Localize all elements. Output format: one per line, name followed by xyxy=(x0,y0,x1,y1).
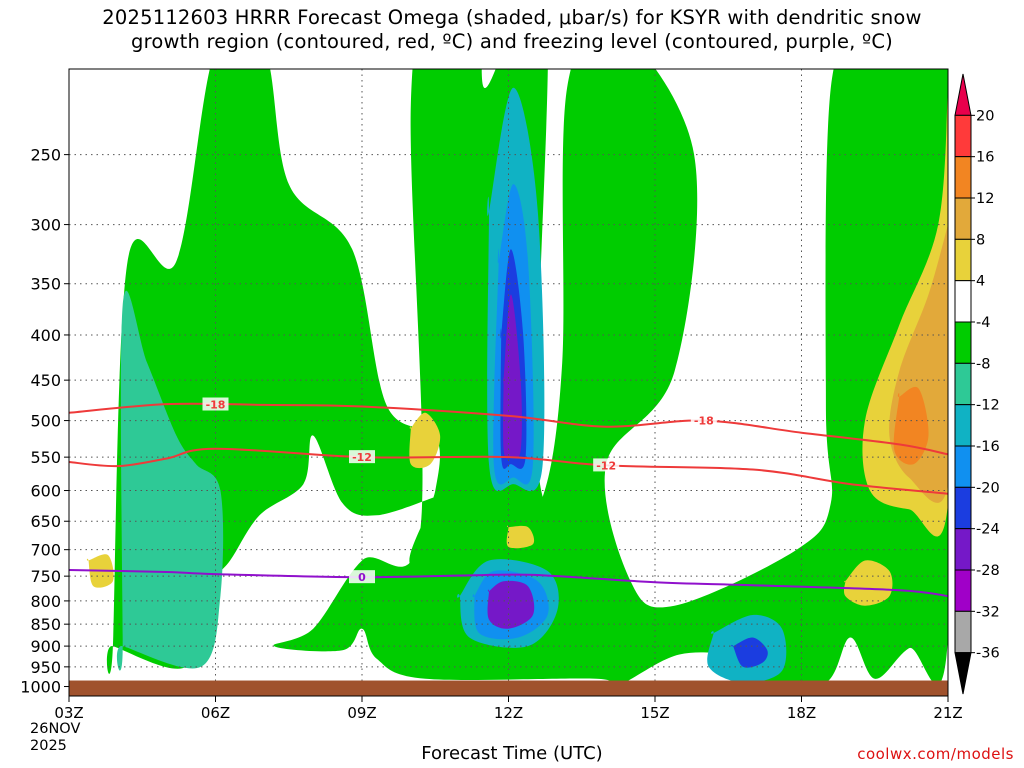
contour-label-bg-0-1 xyxy=(690,413,717,427)
xtick-label-21Z: 21Z xyxy=(933,704,962,722)
colorbar-label-8: -16 xyxy=(976,439,1000,455)
colorbar-swatch-8 xyxy=(954,404,972,447)
omega-region-14 xyxy=(843,560,893,606)
xtick-label-12Z: 12Z xyxy=(494,704,523,722)
xtick-label-15Z: 15Z xyxy=(640,704,669,722)
colorbar-swatch-10 xyxy=(954,486,972,530)
colorbar-label-7: -12 xyxy=(976,398,1000,414)
contour-label-1-0: -12 xyxy=(352,451,372,464)
date-label: 26NOV 2025 xyxy=(30,721,80,755)
contour-label-2-0: 0 xyxy=(358,571,366,584)
xtick-label-18Z: 18Z xyxy=(787,704,816,722)
contour-label-1-1: -12 xyxy=(596,459,616,472)
colorbar-swatch-5 xyxy=(954,280,972,323)
x-axis-title: Forecast Time (UTC) xyxy=(421,743,603,764)
ytick-label-650: 650 xyxy=(30,512,61,531)
xtick-label-06Z: 06Z xyxy=(201,704,230,722)
contour-label-bg-1-0 xyxy=(349,450,375,464)
omega-region-16 xyxy=(506,525,535,549)
colorbar-swatch-1 xyxy=(954,114,972,158)
omega-region-10 xyxy=(731,637,768,668)
colorbar-label-12: -32 xyxy=(976,604,1000,620)
colorbar-swatch-12 xyxy=(954,569,972,612)
xtick-label-09Z: 09Z xyxy=(347,704,376,722)
colorbar-swatch-2 xyxy=(954,156,972,199)
contour-1 xyxy=(69,447,948,495)
date-day: 26NOV xyxy=(30,721,81,737)
colorbar-label-13: -36 xyxy=(976,646,1000,662)
ground-fill xyxy=(69,680,948,696)
title-line-2: growth region (contoured, red, ºC) and f… xyxy=(131,30,893,53)
omega-region-15 xyxy=(409,412,441,469)
contour-label-0-0: -18 xyxy=(206,399,226,412)
ytick-label-850: 850 xyxy=(30,615,61,634)
colorbar-swatch-4 xyxy=(954,238,972,282)
ground-layer xyxy=(69,680,948,696)
omega-region-8 xyxy=(487,580,535,629)
colorbar: 20 16 12 8 4 -4 -8 -12 -16 -20 -24 -28 -32 -36 xyxy=(954,73,1000,695)
omega-shading xyxy=(86,69,948,689)
contour-label-bg-1-1 xyxy=(593,458,620,472)
ytick-label-250: 250 xyxy=(30,146,61,165)
contour-label-0-1: -18 xyxy=(694,415,714,428)
colorbar-label-1: 16 xyxy=(976,150,994,166)
ytick-label-500: 500 xyxy=(30,412,61,431)
ytick-label-750: 750 xyxy=(30,567,61,586)
contour-2 xyxy=(69,569,948,598)
colorbar-swatch-11 xyxy=(954,528,972,571)
colorbar-swatch-3 xyxy=(954,197,972,240)
colorbar-label-5: -4 xyxy=(976,315,990,331)
colorbar-label-4: 4 xyxy=(976,274,985,290)
xtick-label-03Z: 03Z xyxy=(54,704,83,722)
ytick-label-700: 700 xyxy=(30,541,61,560)
y-axis: 250 300 350 400 450 500 550 600 650 700 750 800 850 9… xyxy=(20,146,69,697)
colorbar-label-11: -28 xyxy=(976,563,1000,579)
ytick-label-950: 950 xyxy=(30,658,61,677)
colorbar-label-9: -20 xyxy=(976,480,1000,496)
title-line-1: 2025112603 HRRR Forecast Omega (shaded, … xyxy=(102,6,922,29)
colorbar-label-10: -24 xyxy=(976,522,1000,538)
colorbar-swatch-7 xyxy=(954,362,972,406)
colorbar-top-arrow xyxy=(954,73,972,116)
ytick-label-800: 800 xyxy=(30,592,61,611)
colorbar-bottom-arrow xyxy=(954,652,972,695)
ytick-label-300: 300 xyxy=(30,216,61,235)
ytick-label-550: 550 xyxy=(30,448,61,467)
contour-lines: -18 -18 -12 -12 0 xyxy=(69,397,948,598)
colorbar-swatch-13 xyxy=(954,610,972,654)
ytick-label-350: 350 xyxy=(30,275,61,294)
x-axis: 03Z 06Z 09Z 12Z 15Z 18Z 21Z xyxy=(54,696,963,722)
ytick-label-1000: 1000 xyxy=(20,678,61,697)
omega-region-1 xyxy=(116,290,224,671)
colorbar-label-2: 12 xyxy=(976,191,994,207)
ytick-label-400: 400 xyxy=(30,326,61,345)
ytick-label-600: 600 xyxy=(30,482,61,501)
date-year: 2025 xyxy=(30,738,67,754)
colorbar-swatch-9 xyxy=(954,445,972,488)
colorbar-label-3: 8 xyxy=(976,232,985,248)
ytick-label-900: 900 xyxy=(30,637,61,656)
contour-label-bg-0-0 xyxy=(202,397,229,411)
colorbar-label-0: 20 xyxy=(976,108,994,124)
credit-link[interactable]: coolwx.com/models xyxy=(857,745,1014,763)
ytick-label-450: 450 xyxy=(30,371,61,390)
chart-title: 2025112603 HRRR Forecast Omega (shaded, … xyxy=(0,6,1024,54)
colorbar-swatch-6 xyxy=(954,321,972,364)
contour-label-bg-2-0 xyxy=(349,570,375,584)
colorbar-label-6: -8 xyxy=(976,356,990,372)
